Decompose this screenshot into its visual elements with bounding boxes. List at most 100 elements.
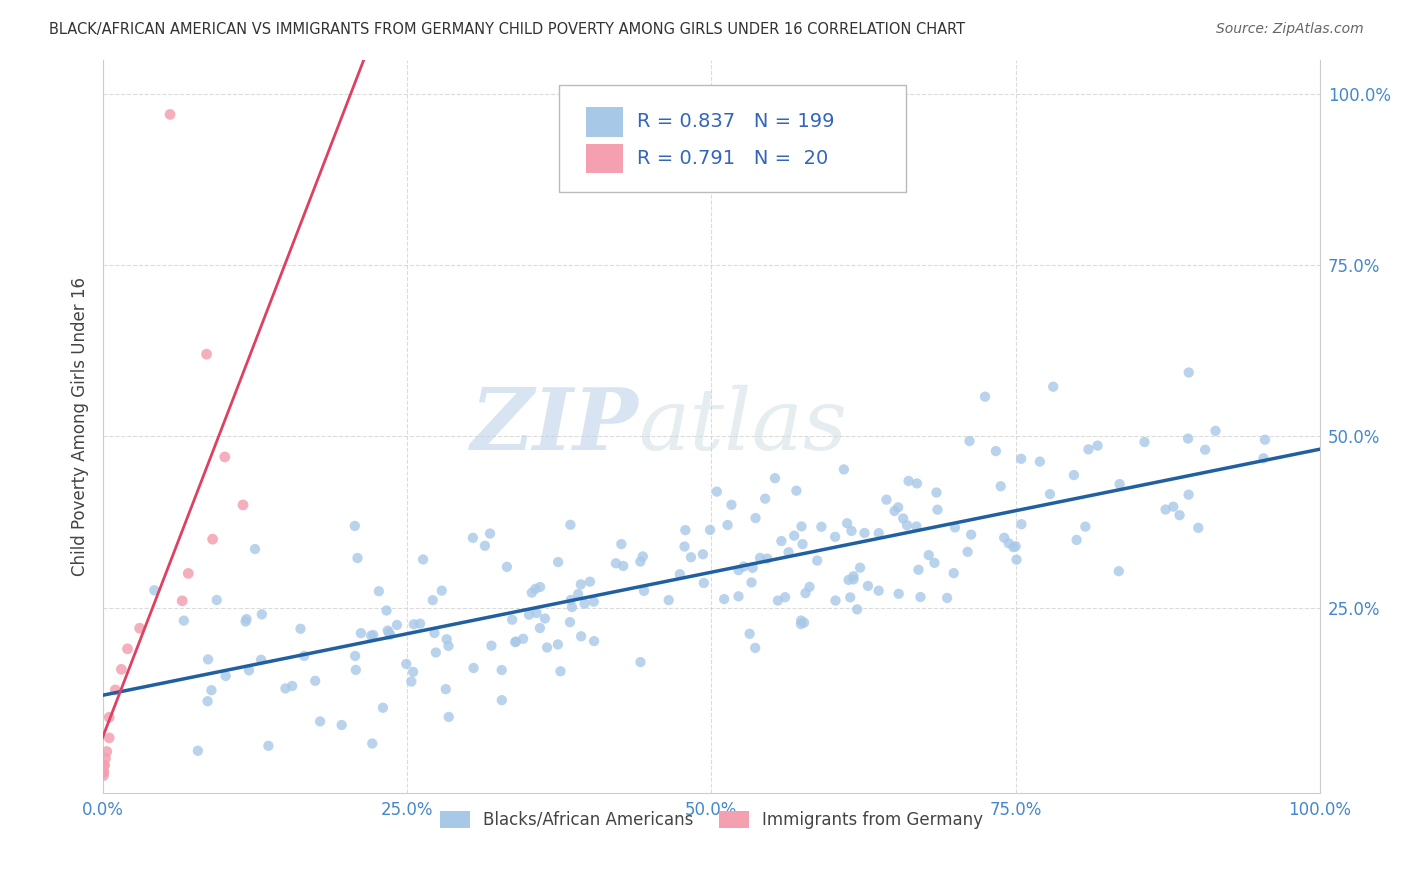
Point xyxy=(910,590,932,604)
Point xyxy=(790,617,813,632)
Point xyxy=(628,555,651,569)
Point xyxy=(633,583,655,598)
Point xyxy=(290,622,312,636)
Point xyxy=(257,739,280,753)
Point xyxy=(412,552,434,566)
Point xyxy=(529,621,551,635)
Point xyxy=(536,640,558,655)
Point xyxy=(177,566,200,581)
Point xyxy=(1011,517,1033,532)
Point xyxy=(425,646,447,660)
Point xyxy=(887,500,910,515)
Point xyxy=(942,566,965,581)
Point xyxy=(117,641,139,656)
Point xyxy=(1087,439,1109,453)
Point xyxy=(832,462,855,476)
Point xyxy=(214,450,236,464)
Point xyxy=(1010,451,1032,466)
Point xyxy=(905,519,928,533)
Point xyxy=(583,634,606,648)
Point xyxy=(744,511,766,525)
Point xyxy=(713,592,735,607)
Point xyxy=(806,553,828,567)
Point xyxy=(842,573,865,587)
Point xyxy=(925,485,948,500)
Point xyxy=(905,476,928,491)
Point xyxy=(756,551,779,566)
Point xyxy=(98,731,121,745)
Point xyxy=(896,518,918,533)
FancyBboxPatch shape xyxy=(586,107,623,136)
Point xyxy=(631,549,654,564)
Point xyxy=(491,693,513,707)
Point xyxy=(1163,500,1185,514)
Point xyxy=(128,621,150,635)
Point xyxy=(1133,435,1156,450)
Point xyxy=(835,516,858,531)
Point xyxy=(558,615,581,629)
Point xyxy=(402,617,425,632)
Point xyxy=(1039,487,1062,501)
Point xyxy=(159,107,181,121)
Point xyxy=(505,634,527,648)
Point xyxy=(993,531,1015,545)
Point xyxy=(741,575,763,590)
Point xyxy=(529,580,551,594)
Point xyxy=(794,586,817,600)
Point xyxy=(378,628,401,642)
Point xyxy=(235,612,257,626)
Point xyxy=(367,584,389,599)
Point xyxy=(897,474,920,488)
Point xyxy=(195,347,218,361)
Point xyxy=(350,626,373,640)
Point xyxy=(93,765,115,780)
Point xyxy=(330,718,353,732)
Point xyxy=(997,536,1019,550)
Y-axis label: Child Poverty Among Girls Under 16: Child Poverty Among Girls Under 16 xyxy=(72,277,89,575)
Point xyxy=(868,526,890,541)
Point xyxy=(560,517,582,532)
Point xyxy=(610,537,633,551)
Point xyxy=(93,765,115,780)
Point xyxy=(304,673,326,688)
Point xyxy=(524,582,547,596)
Point xyxy=(918,548,941,562)
Point xyxy=(790,519,813,533)
Point xyxy=(1253,451,1275,466)
Point xyxy=(875,492,897,507)
FancyBboxPatch shape xyxy=(560,86,905,192)
Text: Source: ZipAtlas.com: Source: ZipAtlas.com xyxy=(1216,22,1364,37)
Point xyxy=(960,527,983,541)
Point xyxy=(481,639,503,653)
Point xyxy=(360,629,382,643)
Point xyxy=(1074,519,1097,533)
Point xyxy=(378,625,401,640)
Point xyxy=(461,531,484,545)
Point xyxy=(569,629,592,643)
Point xyxy=(749,550,772,565)
Point xyxy=(434,682,457,697)
Point xyxy=(974,390,997,404)
Point xyxy=(232,498,254,512)
Point xyxy=(763,471,786,485)
Point xyxy=(959,434,981,448)
Point xyxy=(838,573,860,587)
Point xyxy=(430,583,453,598)
Point xyxy=(846,602,869,616)
Point xyxy=(716,518,738,533)
Point xyxy=(496,559,519,574)
Point xyxy=(1177,366,1199,380)
Point xyxy=(907,563,929,577)
Point xyxy=(1108,477,1130,491)
Point xyxy=(561,600,583,615)
Point xyxy=(741,561,763,575)
Point xyxy=(512,632,534,646)
Point xyxy=(361,737,384,751)
Point xyxy=(799,580,821,594)
Point xyxy=(990,479,1012,493)
Point xyxy=(658,593,681,607)
Point xyxy=(172,594,194,608)
Point xyxy=(793,615,815,630)
Point xyxy=(1002,540,1025,554)
Point xyxy=(93,758,115,772)
